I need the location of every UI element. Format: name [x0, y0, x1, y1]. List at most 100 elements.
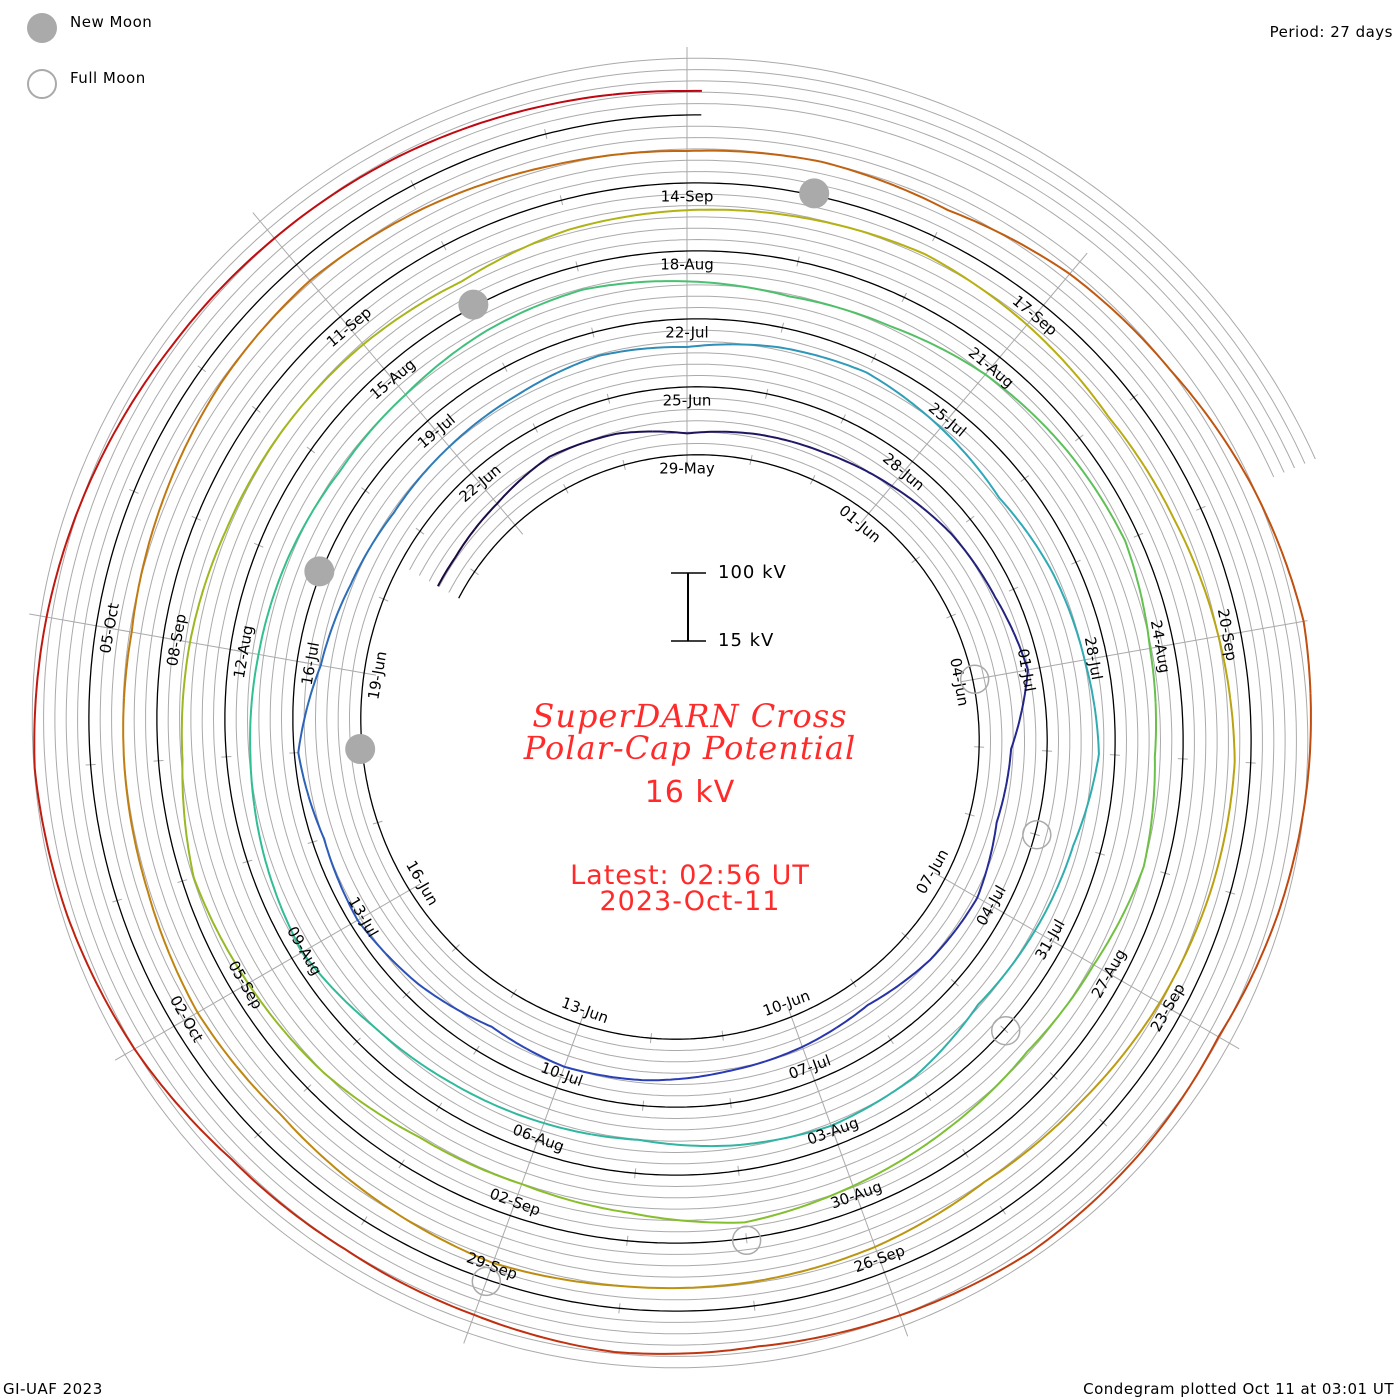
data-segment [35, 543, 67, 693]
radial-grid-line [947, 356, 1001, 419]
data-segment [626, 208, 748, 218]
legend-new-moon-label: New Moon [70, 13, 153, 31]
data-segment [542, 1336, 688, 1355]
data-segment [686, 1137, 784, 1148]
radial-grid-line [427, 420, 480, 483]
radial-grid-line [1051, 940, 1122, 982]
data-segment [1026, 408, 1099, 494]
radial-grid-line [810, 1069, 839, 1145]
data-segment [556, 347, 643, 374]
date-label: 10-Jul [538, 1058, 585, 1090]
new-moon-icon [799, 178, 830, 209]
data-segment [141, 441, 189, 568]
data-segment [721, 430, 793, 443]
data-segment [840, 307, 940, 349]
date-label: 22-Jun [456, 461, 505, 506]
data-segment [410, 251, 514, 311]
radial-grid-line [163, 637, 243, 653]
radial-grid-line [934, 872, 1004, 914]
data-segment [219, 192, 335, 290]
data-segment [822, 356, 906, 399]
full-moon-icon [731, 1225, 762, 1256]
data-segment [1188, 825, 1228, 948]
radial-grid-line [993, 906, 1063, 948]
radial-grid-line [1110, 974, 1181, 1016]
footer-credit: GI-UAF 2023 [3, 1380, 103, 1398]
data-segment [799, 1158, 904, 1209]
data-segment [686, 1060, 766, 1080]
radial-grid-line [296, 264, 349, 327]
data-segment [591, 1133, 688, 1147]
radial-grid-line [786, 1005, 816, 1081]
data-segment [337, 879, 387, 955]
data-segment [297, 707, 310, 797]
data-segment [364, 181, 489, 242]
date-label: 14-Sep [661, 188, 714, 206]
data-segment [335, 990, 413, 1059]
data-segment [180, 700, 186, 819]
data-segment [686, 1267, 815, 1289]
data-segment [1297, 693, 1312, 839]
date-label: 19-Jul [414, 410, 459, 452]
data-segment [783, 1102, 876, 1140]
data-segment [310, 430, 372, 514]
data-segment [604, 1074, 688, 1082]
data-segment [186, 328, 264, 443]
data-segment [1069, 367, 1146, 467]
radial-grid-line [252, 212, 305, 275]
data-segment [931, 1144, 1036, 1219]
date-label: 22-Jul [665, 324, 708, 342]
date-label: 07-Jul [786, 1051, 833, 1083]
data-segment [1005, 710, 1023, 787]
date-label: 13-Jun [559, 994, 611, 1028]
data-segment [250, 605, 272, 705]
radial-grid-line [297, 660, 376, 676]
data-segment [619, 149, 755, 156]
data-segment [181, 585, 206, 701]
data-segment [1198, 576, 1232, 699]
date-label: 03-Aug [805, 1113, 861, 1148]
date-label: 27-Aug [1088, 946, 1130, 1001]
data-segment [411, 1056, 499, 1108]
data-segment [791, 440, 861, 469]
radial-grid-line [96, 625, 176, 641]
data-segment [686, 1333, 831, 1355]
data-segment [203, 478, 253, 586]
data-segment [249, 704, 256, 807]
data-segment [988, 785, 1007, 861]
data-segment [473, 478, 523, 531]
legend-full-moon-label: Full Moon [70, 69, 146, 87]
data-segment [123, 566, 144, 698]
data-segment [407, 1285, 544, 1339]
data-segment [1213, 424, 1283, 553]
radial-grid-line [533, 1076, 562, 1152]
data-segment [521, 442, 583, 480]
data-segment [1280, 551, 1312, 694]
date-label: 23-Sep [1147, 980, 1189, 1035]
radial-grid-line [486, 1204, 515, 1280]
date-label: 06-Aug [510, 1121, 566, 1156]
data-segment [1007, 888, 1058, 971]
data-segment [1096, 492, 1142, 595]
radial-grid-line [960, 667, 1040, 683]
data-segment [253, 806, 282, 906]
new-moon-icon [458, 289, 489, 320]
data-segment [131, 827, 171, 954]
data-segment [437, 528, 476, 587]
data-segment [885, 181, 1011, 240]
data-segment [971, 460, 1029, 534]
data-segment [1012, 631, 1029, 711]
data-segment [899, 929, 957, 986]
new-moon-icon [304, 556, 335, 587]
baseline-15kv [88, 114, 1252, 1312]
data-segment [385, 953, 455, 1009]
data-segment [467, 93, 613, 129]
data-segment [261, 239, 366, 331]
data-segment [1087, 706, 1100, 802]
date-label: 28-Jul [1081, 635, 1106, 681]
radial-grid-line [556, 1012, 585, 1088]
radial-grid-line [173, 985, 244, 1027]
full-moon-icon [959, 664, 990, 695]
data-segment [754, 151, 887, 184]
